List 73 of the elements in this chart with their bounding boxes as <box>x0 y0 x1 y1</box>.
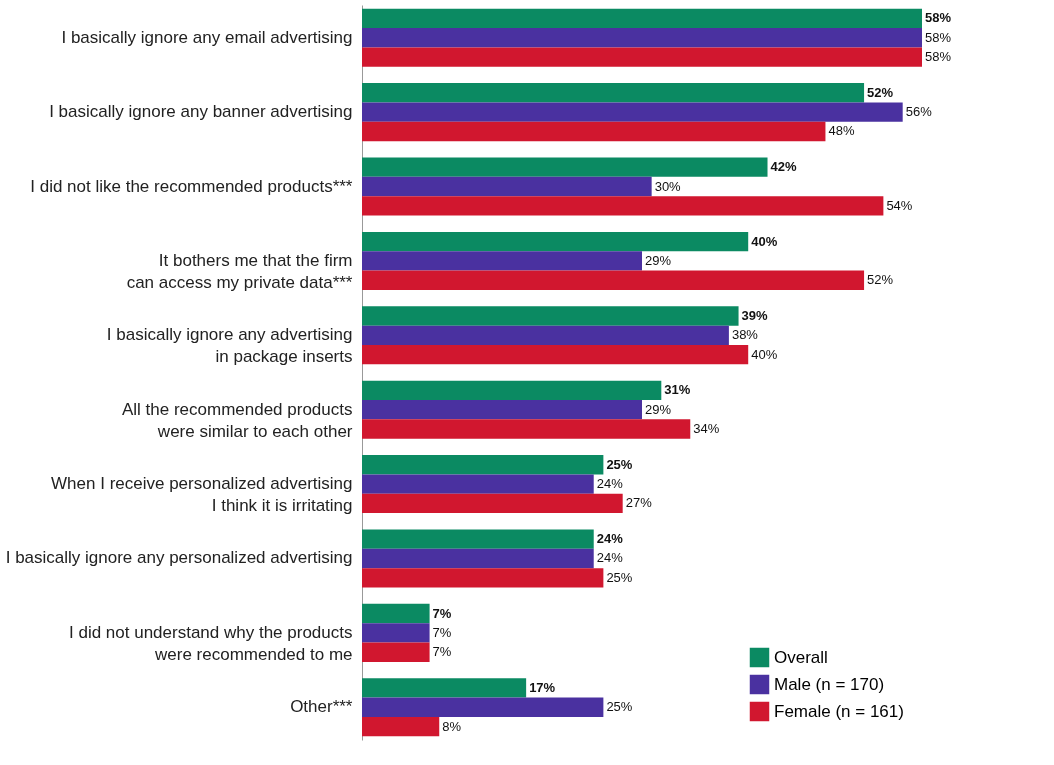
y-tick-label: I basically ignore any advertising in package inserts <box>106 325 353 367</box>
bar <box>362 83 865 103</box>
data-label: 34% <box>693 421 720 437</box>
y-tick-label: I did not like the recommended products*** <box>30 176 353 196</box>
data-label: 58% <box>925 49 952 65</box>
bar <box>362 231 749 252</box>
bar <box>362 270 865 290</box>
data-label: 24% <box>596 531 624 547</box>
bar <box>362 697 604 717</box>
bar <box>362 642 430 662</box>
legend-label: Male (n = 170) <box>774 674 885 694</box>
data-label: 7% <box>432 605 452 621</box>
y-tick-label: I basically ignore any banner advertising <box>49 102 353 122</box>
bar <box>362 400 642 420</box>
data-label: 52% <box>867 84 894 100</box>
data-label: 17% <box>529 679 556 695</box>
bar <box>362 28 922 48</box>
data-label: 25% <box>606 699 633 715</box>
bar <box>362 493 623 514</box>
bar <box>362 623 430 643</box>
legend-label: Female (n = 161) <box>774 701 904 721</box>
data-label: 24% <box>596 550 624 566</box>
data-label: 39% <box>741 307 769 323</box>
bar <box>362 419 691 439</box>
bar <box>362 716 440 737</box>
legend-label: Overall <box>774 647 828 667</box>
y-tick-label: Other*** <box>290 697 353 717</box>
y-tick-label: I basically ignore any email advertising <box>61 27 353 47</box>
bar <box>362 47 922 67</box>
bar <box>362 196 884 216</box>
data-label: 42% <box>770 159 797 175</box>
bar <box>362 380 662 401</box>
bar <box>362 678 527 698</box>
data-label: 24% <box>596 476 624 492</box>
data-label: 40% <box>751 233 778 249</box>
bar <box>362 344 749 365</box>
data-label: 56% <box>905 104 933 120</box>
data-label: 48% <box>828 123 855 139</box>
y-tick-label: I did not understand why the products were recommended to me <box>68 622 353 664</box>
data-label: 8% <box>442 718 462 734</box>
bar <box>362 529 594 549</box>
y-tick-label: It bothers me that the firm can access my private data*** <box>126 250 353 292</box>
data-label: 38% <box>731 327 759 343</box>
data-label: 58% <box>925 29 952 45</box>
data-label: 54% <box>886 197 913 213</box>
bar <box>362 548 594 569</box>
bar <box>362 102 903 122</box>
data-label: 40% <box>751 346 778 362</box>
data-label: 27% <box>625 495 653 511</box>
bar <box>362 121 826 142</box>
data-label: 31% <box>664 382 691 398</box>
bar <box>362 157 768 177</box>
data-label: 52% <box>867 272 894 288</box>
bar <box>362 306 739 326</box>
bar <box>362 568 604 588</box>
bar <box>362 325 729 345</box>
data-label: 58% <box>925 10 952 26</box>
bar <box>362 603 430 624</box>
data-label: 29% <box>645 252 672 268</box>
y-tick-label: When I receive personalized advertising I think it is irritating <box>51 474 353 516</box>
data-label: 29% <box>645 401 672 417</box>
data-label: 25% <box>606 569 633 585</box>
data-label: 30% <box>654 178 682 194</box>
data-label: 7% <box>432 624 452 640</box>
bar <box>362 474 594 494</box>
y-tick-label: All the recommended products were similar to each other <box>121 399 353 441</box>
bar <box>362 176 652 197</box>
data-label: 25% <box>606 456 633 472</box>
bar <box>362 251 642 271</box>
bar <box>362 8 922 29</box>
y-tick-label: I basically ignore any personalized advertising <box>5 548 353 568</box>
data-label: 7% <box>432 644 452 660</box>
bar <box>362 455 604 475</box>
